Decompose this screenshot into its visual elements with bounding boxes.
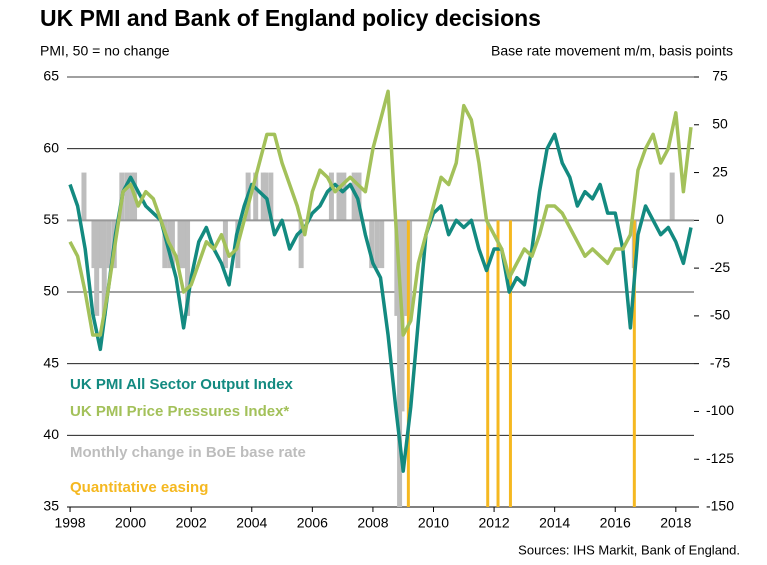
line [68, 132, 693, 473]
y2-tick-label: 25 [712, 163, 728, 179]
y-tick-label: 50 [43, 283, 59, 299]
legend-label: Quantitative easing [70, 479, 208, 496]
bar [91, 220, 97, 269]
y2-tick-label: 75 [712, 68, 728, 84]
bar [669, 172, 675, 221]
bar [394, 220, 400, 316]
y2-tick-label: 0 [716, 211, 724, 227]
x-tick-label: 2002 [176, 515, 207, 531]
bar [106, 220, 112, 269]
bar [185, 220, 191, 316]
y2-tick-label: -50 [710, 307, 730, 323]
bar [182, 220, 188, 269]
x-tick-label: 2000 [115, 515, 146, 531]
bar [401, 220, 407, 316]
bar [328, 172, 334, 221]
bar [369, 220, 375, 269]
legend-label: UK PMI All Sector Output Index [70, 376, 293, 393]
y-axis-label: PMI, 50 = no change [40, 43, 170, 59]
chart-title: UK PMI and Bank of England policy decisi… [40, 5, 541, 31]
bar [253, 172, 259, 221]
y-tick-label: 40 [43, 426, 59, 442]
y2-tick-label: -125 [706, 450, 734, 466]
source: Sources: IHS Markit, Bank of England. [518, 542, 740, 557]
bar [298, 220, 304, 269]
bar [101, 220, 107, 316]
bar [356, 172, 362, 221]
y2-tick-label: 50 [712, 115, 728, 131]
y2-axis-label: Base rate movement m/m, basis points [491, 43, 733, 59]
bar [162, 220, 168, 269]
bar [129, 172, 135, 221]
bar [379, 220, 385, 269]
y-tick-label: 60 [43, 139, 59, 155]
x-tick-label: 2014 [539, 515, 570, 531]
y2-tick-label: -25 [710, 259, 730, 275]
bar [351, 172, 357, 221]
legend-label: UK PMI Price Pressures Index* [70, 403, 289, 420]
y2-tick-label: -75 [710, 354, 730, 370]
x-tick-label: 1998 [54, 515, 85, 531]
x-tick-label: 2006 [297, 515, 328, 531]
bar [169, 220, 175, 269]
bar [341, 172, 347, 221]
x-tick-label: 2016 [600, 515, 631, 531]
x-tick-label: 2004 [236, 515, 267, 531]
y-tick-label: 65 [43, 68, 59, 84]
x-tick-label: 2010 [418, 515, 449, 531]
x-tick-label: 2018 [660, 515, 691, 531]
y-tick-label: 45 [43, 354, 59, 370]
y2-tick-label: -100 [706, 402, 734, 418]
line [68, 89, 693, 337]
bar [124, 172, 130, 221]
bar [268, 172, 274, 221]
bar [81, 172, 87, 221]
x-tick-label: 2012 [479, 515, 510, 531]
bar [336, 172, 342, 221]
y-tick-label: 55 [43, 211, 59, 227]
y-tick-label: 35 [43, 498, 59, 514]
bar [374, 220, 380, 269]
y2-tick-label: -150 [706, 498, 734, 514]
legend-label: Monthly change in BoE base rate [70, 444, 306, 461]
bar [99, 220, 105, 269]
x-tick-label: 2008 [357, 515, 388, 531]
